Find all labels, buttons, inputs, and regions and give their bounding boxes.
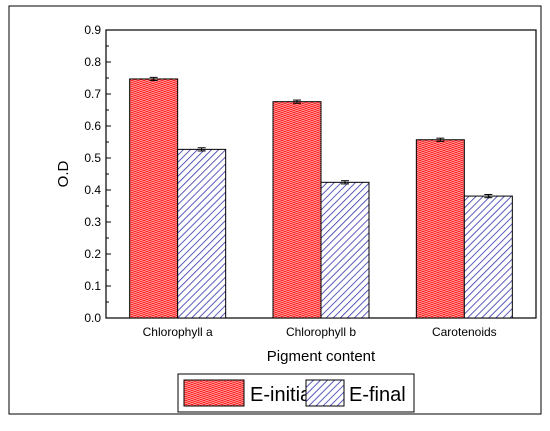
bar-e-final: [177, 148, 227, 319]
legend-label-e-final: E-final: [349, 384, 406, 406]
legend-label-e-initial: E-initial: [250, 384, 316, 406]
bar-e-initial: [129, 78, 179, 319]
x-tick-label: Chlorophyll b: [286, 325, 356, 339]
y-tick-label: 0.4: [84, 183, 101, 197]
legend-swatch-e-final: [305, 379, 345, 407]
x-tick-label: Chlorophyll a: [143, 325, 213, 339]
y-tick-label: 0.7: [84, 87, 101, 101]
y-tick-label: 0.8: [84, 55, 101, 69]
y-tick-label: 0.1: [84, 279, 101, 293]
y-tick-label: 0.5: [84, 151, 101, 165]
outer-frame: [8, 5, 542, 415]
y-tick-label: 0.6: [84, 119, 101, 133]
y-tick-label: 0.9: [84, 23, 101, 37]
bar-e-final: [320, 181, 370, 319]
bar-e-final: [463, 195, 513, 319]
y-tick-label: 0.3: [84, 215, 101, 229]
legend-swatch-e-initial: [183, 379, 245, 407]
y-tick-label: 0.0: [84, 311, 101, 325]
x-tick-label: Carotenoids: [432, 325, 497, 339]
bar-e-initial: [272, 101, 322, 319]
x-axis-title: Pigment content: [267, 348, 376, 365]
y-tick-label: 0.2: [84, 247, 101, 261]
y-axis-title: O.D: [55, 161, 72, 188]
bar-e-initial: [415, 139, 465, 319]
